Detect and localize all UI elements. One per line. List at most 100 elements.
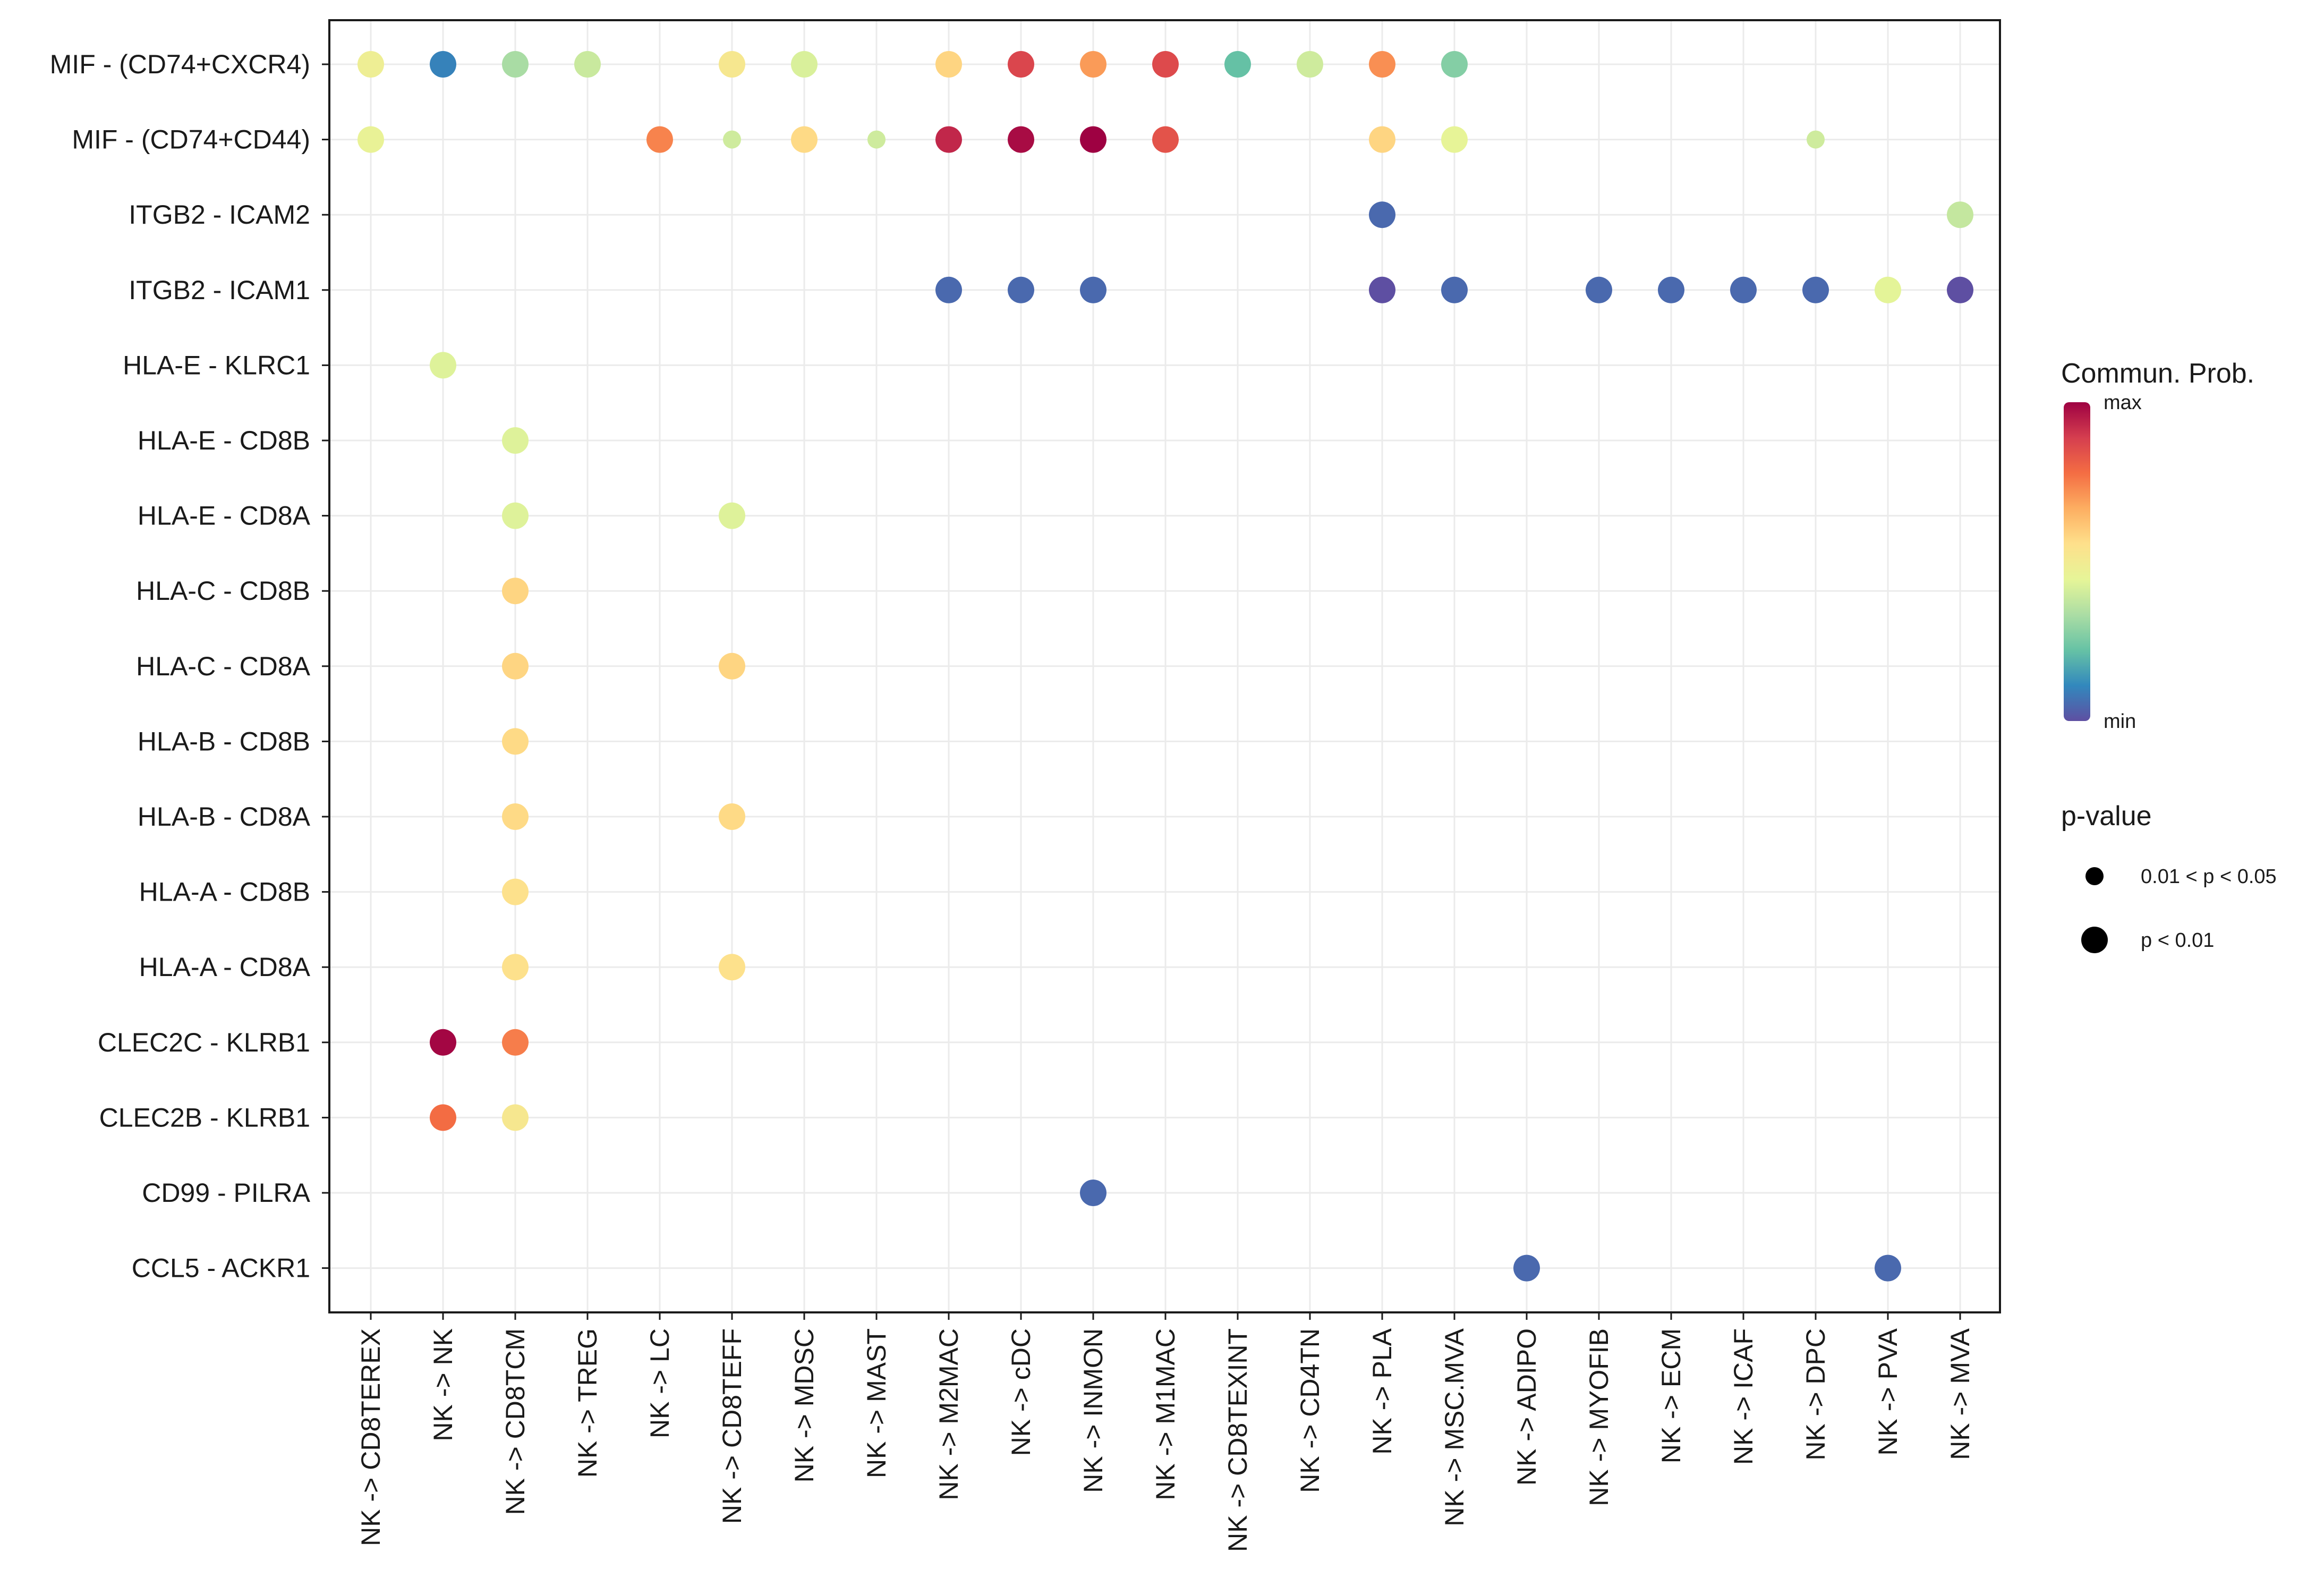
data-point xyxy=(1947,276,1973,303)
data-point xyxy=(1152,126,1179,153)
data-point xyxy=(1441,51,1468,78)
y-tick-label: HLA-B - CD8A xyxy=(138,802,311,832)
x-tick-label: NK -> PVA xyxy=(1873,1328,1903,1455)
x-tick-label: NK -> ECM xyxy=(1656,1328,1686,1463)
data-point xyxy=(502,878,529,905)
data-point xyxy=(357,51,384,78)
x-tick-label: NK -> MAST xyxy=(862,1328,891,1478)
data-point xyxy=(1730,276,1757,303)
data-points xyxy=(357,51,1973,1282)
data-point xyxy=(1152,51,1179,78)
data-point xyxy=(719,51,745,78)
y-tick-label: CLEC2B - KLRB1 xyxy=(99,1103,310,1132)
x-tick-label: NK -> MDSC xyxy=(789,1328,819,1482)
data-point xyxy=(430,1029,456,1056)
data-point xyxy=(1080,1180,1106,1206)
colorbar-title: Commun. Prob. xyxy=(2061,358,2254,389)
data-point xyxy=(1369,51,1395,78)
x-tick-label: NK -> LC xyxy=(645,1328,675,1438)
x-tick-label: NK -> CD8TEXINT xyxy=(1223,1328,1253,1552)
x-tick-label: NK -> DPC xyxy=(1801,1328,1831,1461)
data-point xyxy=(1875,1254,1901,1282)
data-point xyxy=(1947,201,1973,228)
colorbar-max-label: max xyxy=(2104,392,2142,414)
data-point xyxy=(1080,126,1106,153)
x-tick-label: NK -> ICAF xyxy=(1729,1328,1758,1465)
y-tick-label: CCL5 - ACKR1 xyxy=(132,1253,310,1283)
x-tick-label: NK -> CD8TCM xyxy=(500,1328,530,1515)
x-tick-label: NK -> ADIPO xyxy=(1512,1328,1542,1486)
data-point xyxy=(1658,276,1684,303)
x-tick-label: NK -> INMON xyxy=(1078,1328,1108,1493)
data-point xyxy=(1297,51,1323,78)
y-tick-label: HLA-B - CD8B xyxy=(138,726,310,756)
data-point xyxy=(502,51,529,78)
data-point xyxy=(502,502,529,529)
data-point xyxy=(1513,1254,1540,1282)
data-point xyxy=(502,1104,529,1131)
data-point xyxy=(1586,276,1612,303)
data-point xyxy=(1008,276,1034,303)
data-point xyxy=(430,51,456,78)
data-point xyxy=(791,126,818,153)
x-tick-label: NK -> CD4TN xyxy=(1295,1328,1325,1493)
y-tick-label: HLA-A - CD8B xyxy=(139,877,310,907)
y-tick-label: ITGB2 - ICAM1 xyxy=(129,275,310,305)
data-point xyxy=(502,1029,529,1056)
y-tick-label: MIF - (CD74+CD44) xyxy=(72,125,310,155)
data-point xyxy=(502,803,529,830)
x-tick-label: NK -> CD8TEFF xyxy=(717,1328,747,1524)
data-point xyxy=(502,728,529,755)
data-point xyxy=(723,130,741,149)
data-point xyxy=(719,803,745,830)
y-tick-label: CLEC2C - KLRB1 xyxy=(98,1028,310,1057)
x-tick-label: NK -> CD8TEREX xyxy=(356,1328,386,1546)
colorbar-legend: Commun. Prob. max min xyxy=(2061,358,2254,733)
data-point xyxy=(1441,276,1468,303)
grid-lines xyxy=(329,20,2000,1312)
x-tick-label: NK -> PLA xyxy=(1367,1328,1397,1454)
pvalue-legend: p-value 0.01 < p < 0.05 p < 0.01 xyxy=(2061,801,2277,953)
data-point xyxy=(1080,276,1106,303)
data-point xyxy=(1369,276,1395,303)
y-tick-label: HLA-E - KLRC1 xyxy=(123,350,310,380)
data-point xyxy=(867,130,886,149)
data-point xyxy=(574,51,601,78)
x-tick-label: NK -> M2MAC xyxy=(934,1328,964,1500)
y-tick-label: CD99 - PILRA xyxy=(142,1178,310,1208)
data-point xyxy=(646,126,673,153)
y-tick-label: ITGB2 - ICAM2 xyxy=(129,200,310,230)
pvalue-legend-title: p-value xyxy=(2061,801,2152,832)
x-tick-label: NK -> MYOFIB xyxy=(1584,1328,1614,1506)
pvalue-legend-small-dot xyxy=(2085,867,2104,885)
data-point xyxy=(502,954,529,981)
y-axis: MIF - (CD74+CXCR4) MIF - (CD74+CD44) ITGB2… xyxy=(50,49,329,1283)
data-point xyxy=(719,954,745,981)
y-tick-label: MIF - (CD74+CXCR4) xyxy=(50,49,310,79)
data-point xyxy=(1807,130,1825,149)
x-tick-label: NK -> cDC xyxy=(1006,1328,1036,1456)
data-point xyxy=(430,352,456,379)
data-point xyxy=(719,652,745,680)
data-point xyxy=(1224,51,1251,78)
y-tick-label: HLA-E - CD8B xyxy=(138,426,310,455)
data-point xyxy=(1441,126,1468,153)
data-point xyxy=(357,126,384,153)
data-point xyxy=(502,578,529,605)
data-point xyxy=(1080,51,1106,78)
x-tick-label: NK -> NK xyxy=(428,1328,458,1442)
data-point xyxy=(791,51,818,78)
pvalue-legend-large-label: p < 0.01 xyxy=(2141,929,2214,952)
y-tick-label: HLA-C - CD8B xyxy=(136,576,310,606)
data-point xyxy=(935,276,962,303)
data-point xyxy=(1008,126,1034,153)
x-tick-label: NK -> TREG xyxy=(573,1328,602,1478)
data-point xyxy=(1875,276,1901,303)
y-tick-label: HLA-C - CD8A xyxy=(136,651,310,681)
data-point xyxy=(502,427,529,454)
x-tick-label: NK -> M1MAC xyxy=(1151,1328,1180,1500)
data-point xyxy=(430,1104,456,1131)
data-point xyxy=(1802,276,1829,303)
